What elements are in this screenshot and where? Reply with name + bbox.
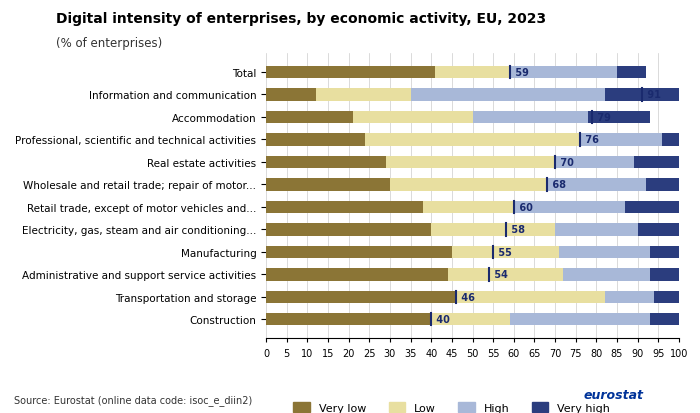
Text: Digital intensity of enterprises, by economic activity, EU, 2023: Digital intensity of enterprises, by eco… — [56, 12, 546, 26]
Bar — [410, 89, 605, 102]
Text: (% of enterprises): (% of enterprises) — [56, 37, 162, 50]
Bar — [452, 246, 559, 259]
Text: 70: 70 — [557, 157, 574, 168]
Bar — [266, 112, 353, 124]
Bar — [650, 313, 679, 326]
Bar — [510, 313, 650, 326]
Text: 79: 79 — [594, 113, 611, 123]
Bar — [646, 179, 679, 191]
Text: eurostat: eurostat — [584, 388, 644, 401]
Text: 68: 68 — [549, 180, 566, 190]
Text: 54: 54 — [491, 270, 508, 280]
Bar — [365, 134, 580, 146]
Bar — [514, 201, 625, 214]
Bar — [266, 157, 386, 169]
Bar — [555, 224, 638, 236]
Bar — [588, 112, 650, 124]
Text: Source: Eurostat (online data code: isoc_e_diin2): Source: Eurostat (online data code: isoc… — [14, 394, 252, 405]
Bar — [580, 134, 662, 146]
Bar — [473, 112, 588, 124]
Legend: Very low, Low, High, Very high: Very low, Low, High, Very high — [293, 403, 610, 413]
Text: 46: 46 — [458, 292, 475, 302]
Bar — [605, 89, 679, 102]
Bar — [266, 201, 423, 214]
Bar — [431, 224, 555, 236]
Bar — [266, 268, 448, 281]
Bar — [456, 291, 605, 303]
Bar — [448, 268, 564, 281]
Bar — [266, 134, 365, 146]
Bar — [266, 291, 456, 303]
Bar — [431, 313, 510, 326]
Bar — [423, 201, 514, 214]
Bar — [390, 179, 547, 191]
Text: 59: 59 — [512, 68, 528, 78]
Bar — [555, 157, 634, 169]
Bar — [605, 291, 654, 303]
Bar — [266, 246, 452, 259]
Bar — [654, 291, 679, 303]
Bar — [564, 268, 650, 281]
Bar — [266, 89, 316, 102]
Bar — [266, 179, 390, 191]
Bar — [547, 179, 646, 191]
Bar — [266, 313, 431, 326]
Bar — [650, 268, 679, 281]
Text: 76: 76 — [582, 135, 598, 145]
Bar — [617, 66, 646, 79]
Bar — [662, 134, 679, 146]
Text: 58: 58 — [508, 225, 524, 235]
Text: 91: 91 — [644, 90, 661, 100]
Bar — [625, 201, 679, 214]
Text: 55: 55 — [495, 247, 512, 257]
Bar — [316, 89, 410, 102]
Bar — [386, 157, 555, 169]
Bar — [510, 66, 617, 79]
Bar — [634, 157, 679, 169]
Bar — [266, 224, 431, 236]
Bar — [353, 112, 473, 124]
Text: 40: 40 — [433, 315, 450, 325]
Bar — [266, 66, 435, 79]
Text: 60: 60 — [516, 202, 533, 212]
Bar — [559, 246, 650, 259]
Bar — [435, 66, 510, 79]
Bar — [638, 224, 679, 236]
Bar — [650, 246, 679, 259]
